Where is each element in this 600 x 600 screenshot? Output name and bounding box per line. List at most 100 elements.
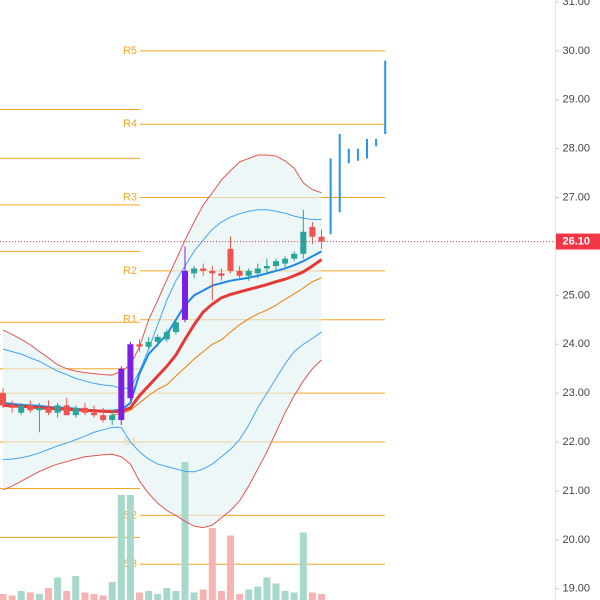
candle-body	[273, 261, 279, 267]
band-fill	[3, 155, 322, 528]
candle-body	[236, 270, 243, 276]
volume-bar	[227, 535, 234, 600]
y-tick-label: 20.00	[562, 534, 590, 546]
y-tick-label: 19.00	[562, 583, 590, 595]
volume-bar	[308, 592, 316, 600]
candle-body	[81, 407, 88, 413]
volume-bar	[190, 592, 198, 600]
volume-bar	[299, 532, 307, 600]
candle-body	[145, 341, 152, 347]
pivot-label: R5	[123, 45, 137, 57]
candle-body	[127, 344, 134, 399]
volume-bar	[126, 495, 134, 600]
volume-bar	[154, 594, 162, 600]
y-tick-label: 23.00	[562, 387, 590, 399]
candle-body	[200, 268, 207, 271]
candle-body	[245, 270, 252, 276]
candle-body	[282, 258, 289, 264]
volume-bar	[172, 591, 180, 600]
candle-body	[309, 226, 316, 237]
volume-bar	[63, 591, 71, 600]
pivot-label: R1	[123, 314, 137, 326]
candle-body	[136, 344, 143, 347]
pivot-label: R2	[123, 265, 137, 277]
y-tick-label: 29.00	[562, 94, 590, 106]
volume-bar	[163, 588, 171, 600]
pivot-label: R3	[123, 191, 137, 203]
indicator-line	[2, 359, 322, 529]
volume-bar	[199, 589, 207, 600]
candle-body	[172, 322, 179, 333]
volume-bar	[35, 594, 43, 600]
candle-body	[27, 405, 34, 411]
candle-body	[18, 405, 25, 413]
indicator-line	[112, 277, 322, 416]
volume-bar	[272, 583, 280, 600]
volume-bar	[208, 528, 216, 600]
candle-body	[254, 268, 261, 274]
indicator-line	[2, 154, 322, 376]
y-tick-label: 24.00	[562, 338, 590, 350]
volume-bar	[245, 589, 253, 600]
volume-bar	[254, 586, 262, 600]
volume-bar	[8, 595, 16, 600]
volume-bar	[145, 591, 153, 600]
y-tick-label: 25.00	[562, 289, 590, 301]
candle-body	[182, 270, 188, 320]
plot-area: R5R4R3R2R1S1S2S3	[0, 45, 555, 600]
pivot-label: R4	[123, 118, 137, 130]
candle-body	[63, 405, 70, 416]
y-tick-label: 28.00	[562, 143, 590, 155]
volume-bar	[99, 595, 107, 600]
y-tick-label: 31.00	[562, 0, 590, 8]
volume-bar	[217, 591, 225, 600]
volume-bar	[181, 462, 189, 600]
volume-bar	[17, 591, 25, 600]
y-tick-label: 30.00	[562, 45, 590, 57]
volume-bar	[108, 582, 116, 600]
volume-bar	[236, 594, 244, 600]
candle-body	[300, 231, 307, 254]
candle-body	[36, 407, 43, 411]
candle-body	[45, 407, 52, 413]
volume-bar	[263, 577, 271, 600]
volume-bar	[281, 591, 289, 600]
candle-body	[109, 415, 116, 421]
volume-bar	[136, 592, 143, 600]
y-tick-label: 22.00	[562, 436, 590, 448]
volume-bar	[117, 495, 125, 600]
volume-bar	[318, 594, 325, 600]
volume-bar	[0, 594, 7, 600]
candle-body	[218, 273, 225, 276]
last-price-box	[556, 233, 600, 250]
volume-bar	[81, 592, 89, 600]
y-tick-label: 21.00	[562, 485, 590, 497]
candle-body	[318, 236, 325, 242]
last-price-label: 26.10	[562, 235, 590, 247]
candle-body	[163, 332, 170, 340]
indicator-line	[2, 331, 322, 473]
volume-bar	[90, 594, 98, 600]
price-axis: 19.0020.0021.0022.0023.0024.0025.0026.00…	[555, 0, 600, 595]
candle-body	[191, 268, 198, 274]
candle-body	[291, 253, 298, 259]
candle-body	[154, 336, 161, 342]
volume-bar	[45, 588, 52, 600]
y-tick-label: 27.00	[562, 191, 590, 203]
candle-body	[72, 407, 79, 416]
candle-body	[263, 266, 270, 269]
volume-bar	[72, 576, 80, 600]
volume-bar	[54, 577, 62, 600]
candle-body	[0, 393, 6, 406]
candle-body	[209, 270, 216, 274]
candle-body	[100, 415, 107, 421]
candle-body	[54, 405, 61, 413]
candle-body	[227, 248, 234, 271]
candle-body	[91, 412, 97, 416]
volume-bar	[26, 592, 34, 600]
volume-bar	[290, 592, 298, 600]
candle-body	[9, 405, 16, 408]
candle-body	[118, 368, 125, 421]
indicator-line	[2, 209, 322, 389]
